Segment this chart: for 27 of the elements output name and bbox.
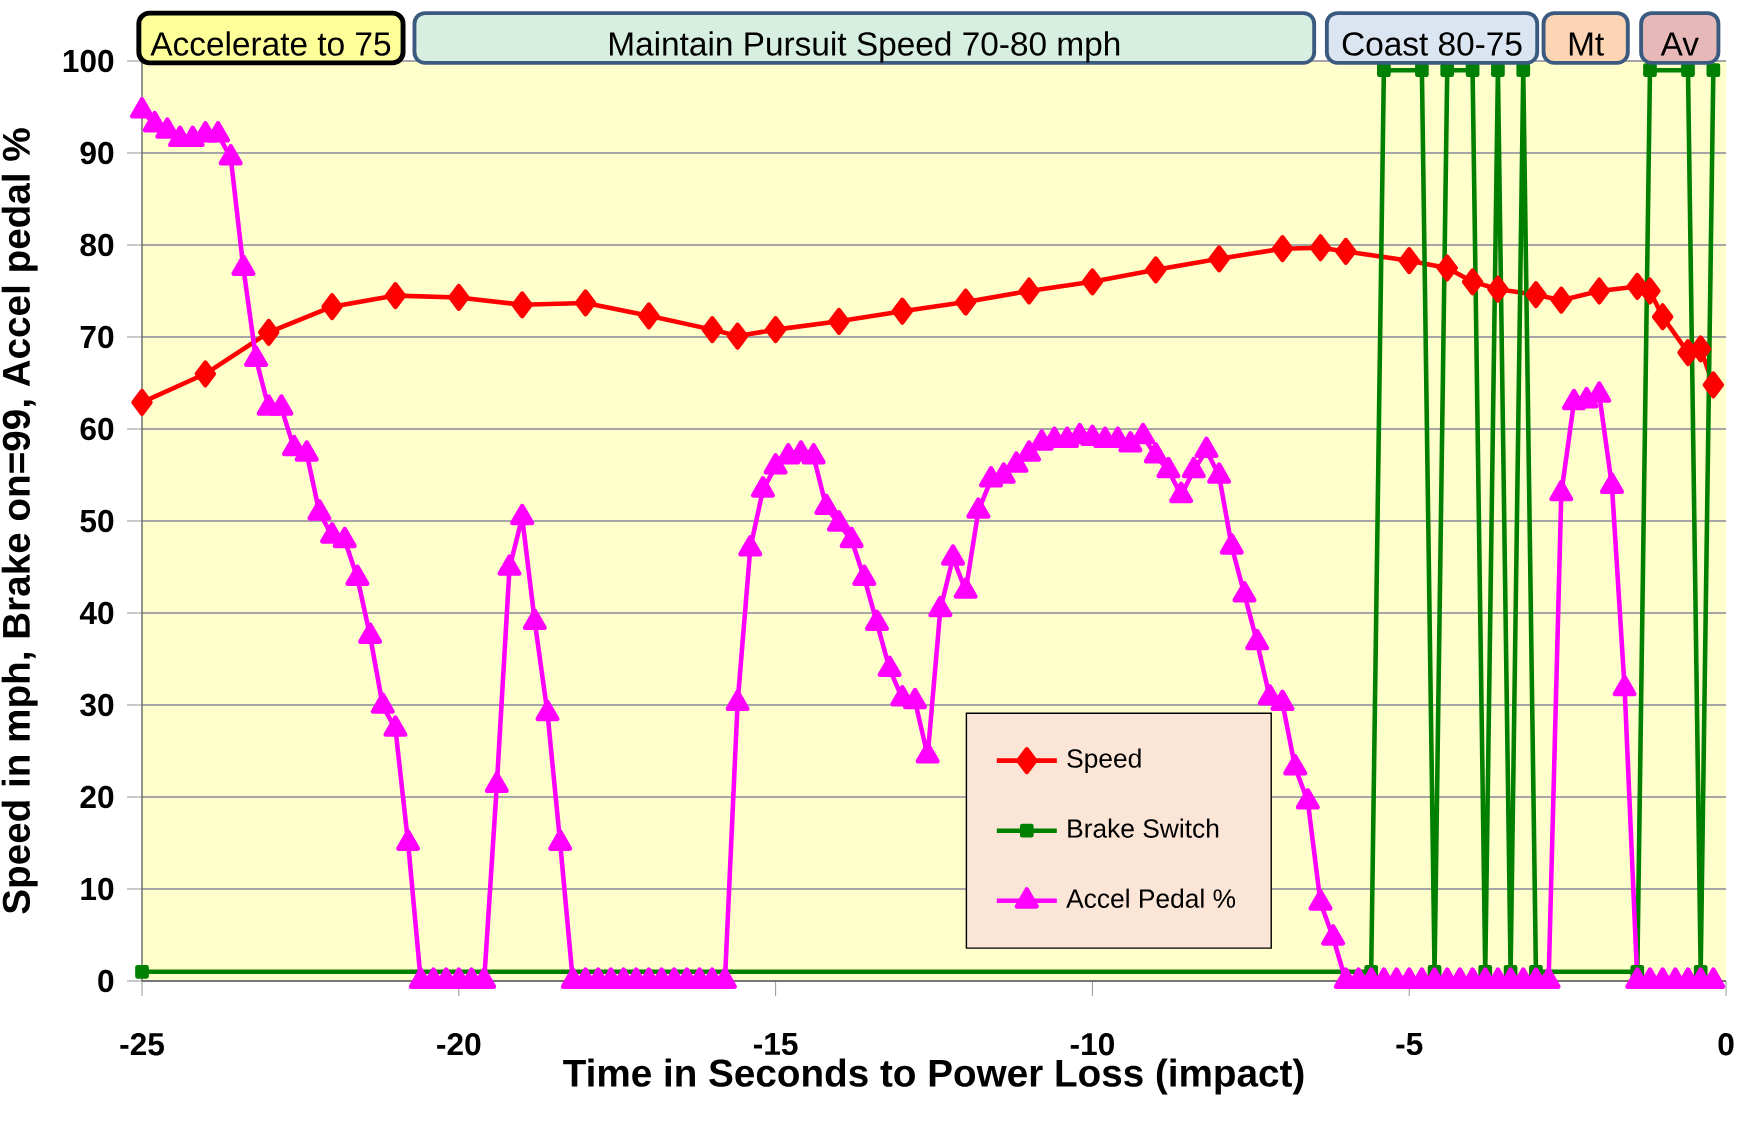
- text: Av: [1660, 32, 1699, 56]
- y-tick-label: 60: [80, 417, 114, 441]
- annotation: Maintain Pursuit Speed 70-80 mph: [610, 31, 1120, 63]
- y-tick-label: 50: [80, 509, 114, 533]
- y-tick-label: 10: [81, 877, 114, 901]
- y-tick-label: 20: [80, 785, 114, 809]
- y-tick-label: 40: [79, 601, 114, 625]
- x-tick-label: -15: [753, 1033, 798, 1056]
- y-axis-title: Speed in mph, Brake on=99, Accel pedal %: [1, 128, 38, 914]
- x-tick-label: -5: [1396, 1033, 1423, 1056]
- y-tick-label: 90: [80, 141, 114, 165]
- y-tick-label: 0: [98, 969, 114, 993]
- x-tick-label: 0: [1718, 1033, 1734, 1056]
- x-tick-label: -25: [120, 1033, 164, 1056]
- text: Mt: [1569, 32, 1604, 56]
- legend-label: Brake Switch: [1068, 818, 1219, 838]
- y-tick-label: 80: [80, 233, 114, 257]
- text: Coast 80-75: [1342, 32, 1522, 56]
- legend-label: Accel Pedal %: [1066, 888, 1236, 908]
- x-tick-label: -20: [437, 1033, 481, 1056]
- text: Accelerate to 75: [150, 31, 391, 56]
- y-tick-label: 30: [80, 693, 114, 717]
- legend-label: Speed: [1067, 748, 1141, 774]
- x-axis-title: Time in Seconds to Power Loss (impact): [563, 1058, 1304, 1095]
- y-tick-label: 100: [63, 49, 114, 73]
- x-tick-label: -10: [1070, 1033, 1114, 1056]
- y-tick-label: 70: [80, 325, 114, 349]
